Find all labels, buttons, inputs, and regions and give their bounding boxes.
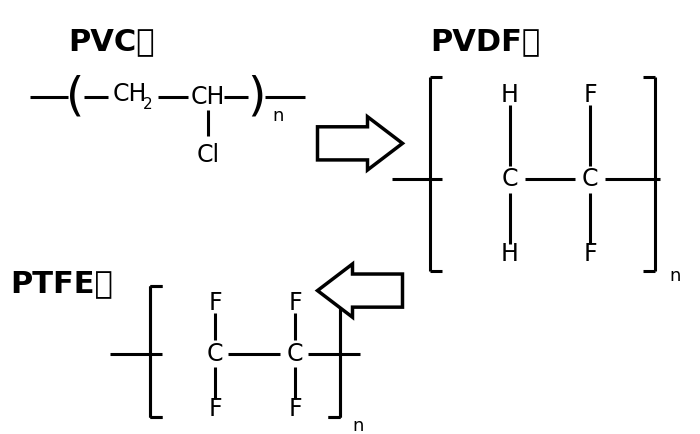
Text: PTFE：: PTFE：	[10, 269, 113, 298]
Text: H: H	[501, 242, 519, 266]
Text: F: F	[288, 291, 302, 315]
Polygon shape	[318, 117, 402, 170]
Text: CH: CH	[113, 82, 147, 106]
Text: CH: CH	[191, 85, 225, 109]
Text: F: F	[583, 83, 597, 107]
Text: n: n	[669, 267, 680, 285]
Text: Cl: Cl	[197, 143, 220, 167]
Text: C: C	[287, 342, 303, 365]
Text: H: H	[501, 83, 519, 107]
Text: C: C	[582, 167, 598, 191]
Text: F: F	[583, 242, 597, 266]
Text: PVC：: PVC：	[68, 27, 155, 56]
Text: n: n	[352, 417, 364, 434]
Text: F: F	[208, 291, 222, 315]
Text: 2: 2	[144, 97, 153, 112]
Text: n: n	[272, 107, 284, 125]
Text: C: C	[206, 342, 223, 365]
Text: F: F	[208, 397, 222, 421]
Text: F: F	[288, 397, 302, 421]
Text: C: C	[502, 167, 518, 191]
Text: (: (	[66, 74, 84, 119]
Polygon shape	[318, 264, 402, 317]
Text: PVDF：: PVDF：	[430, 27, 540, 56]
Text: ): )	[247, 74, 265, 119]
